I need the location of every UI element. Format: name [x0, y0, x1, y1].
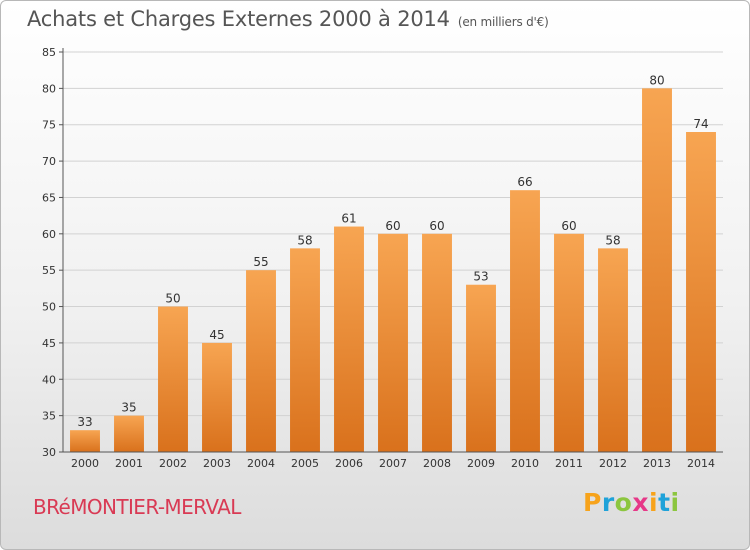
bar[interactable] — [686, 132, 716, 452]
x-tick-label: 2004 — [247, 457, 275, 470]
proxiti-logo[interactable]: Proxiti — [583, 488, 680, 517]
bar-value-label: 53 — [473, 270, 488, 284]
x-tick-label: 2002 — [159, 457, 187, 470]
bar-value-label: 60 — [429, 219, 444, 233]
bar-value-label: 58 — [297, 233, 312, 247]
y-tick-label: 85 — [42, 46, 56, 59]
y-tick-label: 50 — [42, 301, 56, 314]
bar-value-label: 74 — [693, 117, 708, 131]
y-tick-label: 65 — [42, 191, 56, 204]
x-tick-label: 2013 — [643, 457, 671, 470]
bar-value-label: 66 — [517, 175, 532, 189]
bar[interactable] — [246, 270, 276, 452]
x-tick-label: 2009 — [467, 457, 495, 470]
x-tick-label: 2001 — [115, 457, 143, 470]
logo-letter: o — [614, 488, 633, 517]
y-tick-label: 75 — [42, 119, 56, 132]
bar-value-label: 55 — [253, 255, 268, 269]
bar-value-label: 61 — [341, 212, 356, 226]
chart-title: Achats et Charges Externes 2000 à 2014 (e… — [27, 7, 549, 31]
bar[interactable] — [334, 226, 364, 452]
bar[interactable] — [158, 306, 188, 452]
logo-letter: x — [632, 488, 649, 517]
y-tick-label: 55 — [42, 264, 56, 277]
x-tick-label: 2014 — [687, 457, 715, 470]
x-tick-label: 2010 — [511, 457, 539, 470]
logo-letter: i — [649, 488, 659, 517]
bar-value-label: 60 — [385, 219, 400, 233]
x-tick-label: 2011 — [555, 457, 583, 470]
y-tick-label: 80 — [42, 82, 56, 95]
x-tick-label: 2012 — [599, 457, 627, 470]
logo-letter: r — [601, 488, 615, 517]
bar-value-label: 80 — [649, 73, 664, 87]
bar[interactable] — [466, 284, 496, 452]
bar[interactable] — [554, 233, 584, 452]
bar[interactable] — [202, 342, 232, 452]
bar[interactable] — [70, 430, 100, 452]
y-tick-label: 35 — [42, 410, 56, 423]
bar-value-label: 45 — [209, 328, 224, 342]
commune-name: BRéMONTIER-MERVAL — [33, 495, 241, 519]
x-tick-label: 2003 — [203, 457, 231, 470]
bar[interactable] — [114, 415, 144, 452]
x-tick-label: 2000 — [71, 457, 99, 470]
x-tick-label: 2006 — [335, 457, 363, 470]
y-tick-label: 70 — [42, 155, 56, 168]
bar[interactable] — [378, 233, 408, 452]
bar-value-label: 60 — [561, 219, 576, 233]
bar[interactable] — [510, 190, 540, 452]
bar[interactable] — [422, 233, 452, 452]
x-tick-label: 2005 — [291, 457, 319, 470]
x-tick-label: 2008 — [423, 457, 451, 470]
bar[interactable] — [642, 88, 672, 452]
bar[interactable] — [290, 248, 320, 452]
bar[interactable] — [598, 248, 628, 452]
bar-value-label: 35 — [121, 401, 136, 415]
logo-letter: P — [583, 488, 602, 517]
bar-value-label: 50 — [165, 292, 180, 306]
logo-letter: i — [670, 488, 680, 517]
y-tick-label: 40 — [42, 373, 56, 386]
x-tick-label: 2007 — [379, 457, 407, 470]
y-tick-label: 30 — [42, 446, 56, 459]
y-tick-label: 45 — [42, 337, 56, 350]
logo-letter: t — [658, 488, 671, 517]
bar-value-label: 33 — [77, 415, 92, 429]
bar-value-label: 58 — [605, 233, 620, 247]
y-tick-label: 60 — [42, 228, 56, 241]
title-unit: (en milliers d'€) — [457, 15, 549, 29]
title-text: Achats et Charges Externes 2000 à 2014 — [27, 7, 450, 31]
